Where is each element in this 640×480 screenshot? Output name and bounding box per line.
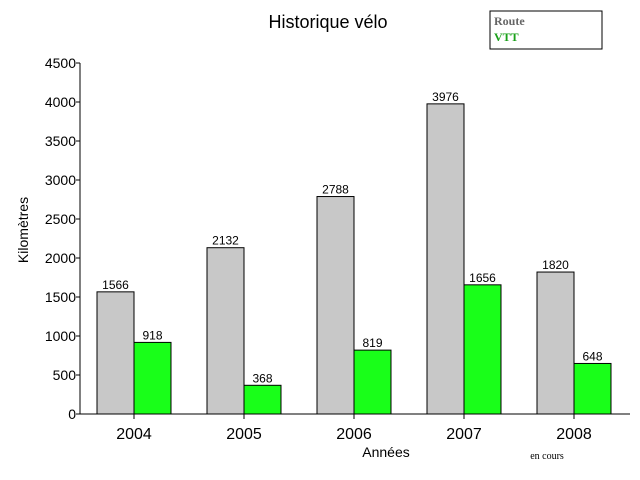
bar-route-2005 xyxy=(206,247,245,415)
bar-vtt-2007 xyxy=(463,284,502,415)
x-tick-label-2004: 2004 xyxy=(116,426,152,443)
data-label-vtt-2005: 368 xyxy=(252,371,272,385)
y-tick-label: 0 xyxy=(68,406,76,422)
legend: Route VTT xyxy=(489,10,603,50)
data-label-route-2005: 2132 xyxy=(212,234,239,248)
bar-vtt-2005 xyxy=(243,384,282,415)
bar-route-2004 xyxy=(96,291,135,415)
legend-item-vtt: VTT xyxy=(494,30,519,44)
bar-route-2008 xyxy=(536,271,575,415)
data-label-route-2006: 2788 xyxy=(322,183,349,197)
chart-title: Historique vélo xyxy=(268,12,387,32)
y-tick-label: 1000 xyxy=(45,328,76,344)
bar-vtt-2006 xyxy=(353,349,392,415)
data-label-vtt-2004: 918 xyxy=(142,328,162,342)
data-label-vtt-2007: 1656 xyxy=(469,271,496,285)
x-tick-label-2008: 2008 xyxy=(556,426,592,443)
bar-vtt-2008 xyxy=(573,362,612,415)
y-axis: 0 500 1000 1500 2000 2500 3000 3500 4000 4500 xyxy=(45,55,81,422)
bar-route-2007 xyxy=(426,103,465,415)
y-tick-label: 500 xyxy=(53,367,77,383)
data-label-route-2008: 1820 xyxy=(542,258,569,272)
bar-route-2006 xyxy=(316,196,355,415)
x-axis: 2004 2005 2006 2007 2008 xyxy=(80,413,630,443)
y-tick-label: 4500 xyxy=(45,55,76,71)
bars: 1566 918 2132 368 2788 819 3976 1656 1820 648 xyxy=(96,90,612,415)
legend-box xyxy=(489,10,603,50)
y-tick-label: 4000 xyxy=(45,94,76,110)
data-label-vtt-2008: 648 xyxy=(582,349,602,363)
bar-vtt-2004 xyxy=(133,341,172,415)
x-tick-label-2007: 2007 xyxy=(446,426,482,443)
x-tick-label-2006: 2006 xyxy=(336,426,372,443)
y-tick-label: 1500 xyxy=(45,289,76,305)
y-axis-label: Kilomètres xyxy=(15,197,31,263)
category-note: en cours xyxy=(530,451,564,462)
x-axis-label: Années xyxy=(362,444,409,460)
y-tick-label: 3000 xyxy=(45,172,76,188)
data-label-route-2004: 1566 xyxy=(102,278,129,292)
legend-item-route: Route xyxy=(494,14,525,28)
y-tick-label: 3500 xyxy=(45,133,76,149)
x-tick-label-2005: 2005 xyxy=(226,426,262,443)
data-label-vtt-2006: 819 xyxy=(362,336,382,350)
y-tick-label: 2500 xyxy=(45,211,76,227)
data-label-route-2007: 3976 xyxy=(432,90,459,104)
y-tick-label: 2000 xyxy=(45,250,76,266)
